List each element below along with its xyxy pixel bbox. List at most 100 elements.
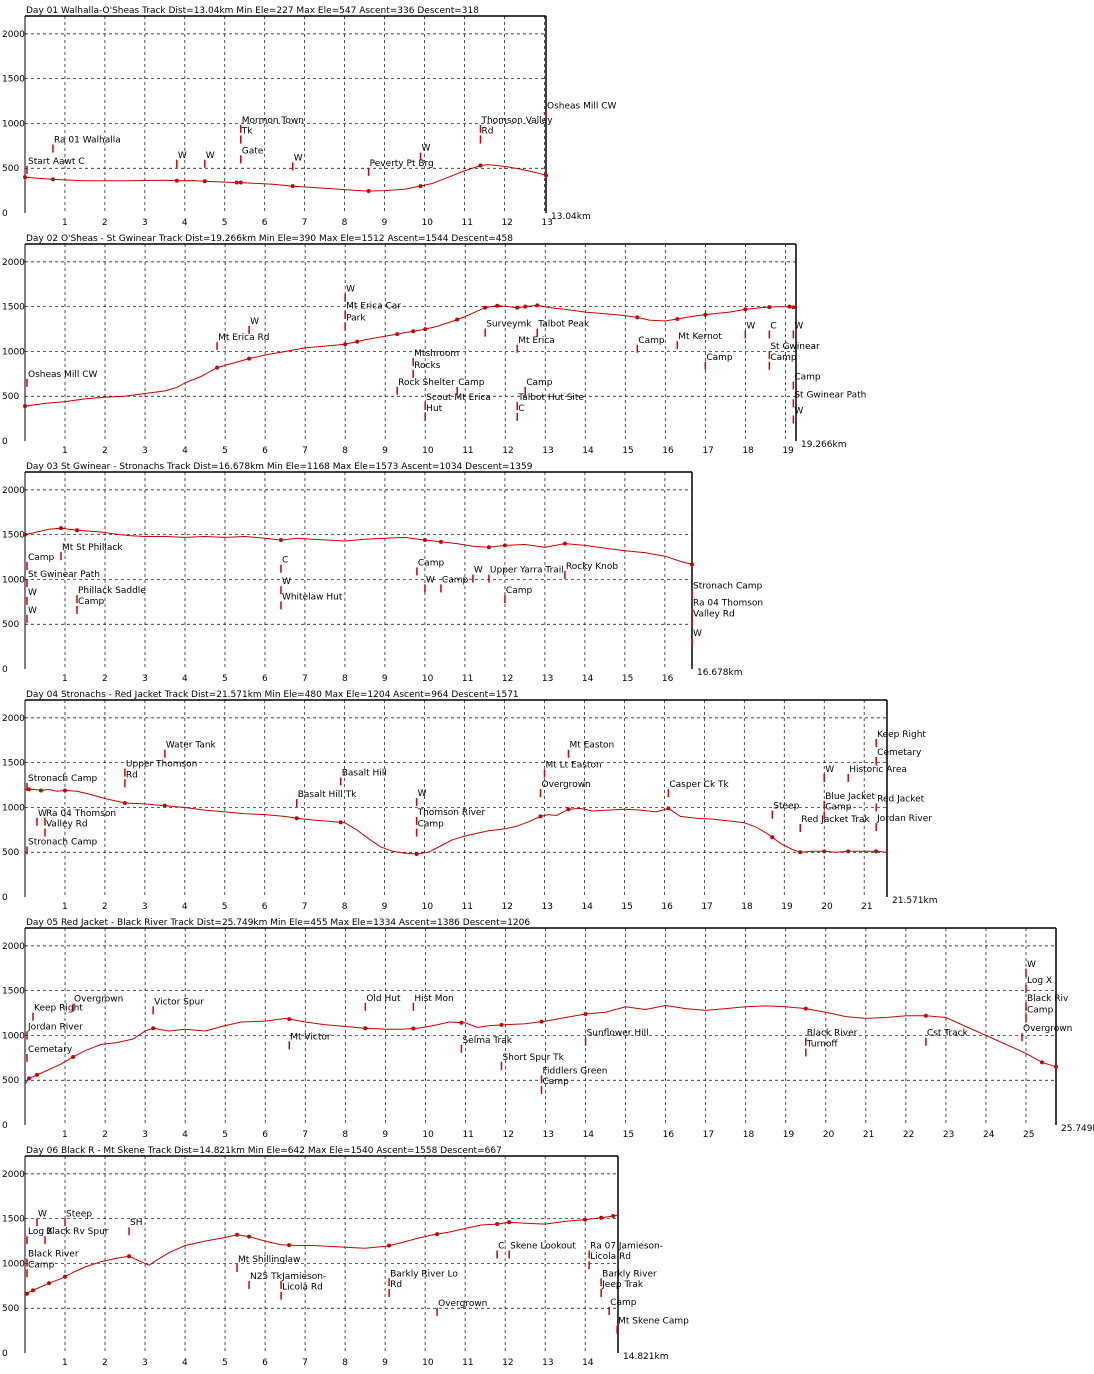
- waypoint-label: Steep: [773, 802, 799, 812]
- waypoint-dot: [287, 1017, 292, 1022]
- x-tick-label: 10: [422, 1130, 434, 1140]
- x-tick-label: 9: [382, 218, 388, 228]
- x-tick-label: 9: [382, 1358, 388, 1368]
- waypoint-label: Ra 01 Walhalla: [54, 136, 121, 146]
- x-tick-label: 18: [742, 446, 754, 456]
- x-tick-label: 17: [701, 902, 712, 912]
- waypoint-label: Overgrown: [541, 780, 590, 790]
- waypoint-label: Selma Trak: [462, 1036, 512, 1046]
- waypoint-label: Cemetary: [877, 748, 922, 758]
- waypoint-label: W: [294, 153, 303, 163]
- waypoint-label: Black River: [28, 1250, 79, 1260]
- x-tick-label: 13: [541, 902, 552, 912]
- waypoint-label: W: [38, 1209, 47, 1219]
- waypoint-label: Jordan River: [876, 814, 932, 824]
- waypoint-dot: [366, 189, 371, 194]
- x-tick-label: 11: [462, 446, 473, 456]
- waypoint-label: Camp: [794, 372, 821, 382]
- x-tick-label: 8: [342, 674, 348, 684]
- waypoint-label: Jamieson-: [281, 1272, 326, 1282]
- y-tick-label: 2000: [2, 486, 25, 496]
- x-tick-label: 3: [142, 1130, 148, 1140]
- x-tick-label: 2: [102, 1130, 108, 1140]
- waypoint-label: Cemetary: [28, 1045, 73, 1055]
- x-tick-label: 7: [302, 218, 308, 228]
- waypoint-label: Keep Right: [877, 730, 926, 740]
- x-tick-label: 5: [222, 1130, 228, 1140]
- waypoint-label: Camp: [458, 378, 485, 388]
- waypoint-dot: [507, 1220, 512, 1225]
- waypoint-dot: [599, 1215, 604, 1220]
- elevation-line: [24, 304, 797, 407]
- waypoint-label: Phillack Saddle: [78, 586, 146, 596]
- waypoint-dot: [538, 814, 543, 819]
- waypoint-label: Thomson River: [417, 808, 486, 818]
- x-tick-label: 12: [502, 902, 513, 912]
- waypoint-dot: [23, 175, 27, 180]
- elevation-line: [24, 788, 888, 855]
- waypoint-label: Park: [346, 313, 366, 323]
- x-tick-label: 11: [462, 674, 473, 684]
- y-tick-label: 2000: [2, 714, 25, 724]
- waypoint-dot: [162, 803, 167, 808]
- waypoint-dot: [238, 180, 243, 185]
- waypoint-dot: [535, 303, 540, 308]
- x-tick-label: 5: [222, 446, 228, 456]
- waypoint-label: C: [518, 404, 524, 414]
- x-tick-label: 6: [262, 674, 268, 684]
- waypoint-label: Red Jacket: [877, 794, 925, 804]
- waypoint-dot: [62, 788, 67, 793]
- waypoint-label: C: [770, 321, 776, 331]
- x-tick-label: 4: [182, 902, 188, 912]
- x-tick-label: 8: [342, 446, 348, 456]
- waypoint-label: Blue Jacket: [825, 792, 875, 802]
- x-tick-label: 9: [382, 902, 388, 912]
- waypoint-dot: [31, 1288, 36, 1293]
- x-tick-label: 8: [342, 1130, 348, 1140]
- waypoint-label: Black River: [807, 1029, 858, 1039]
- x-tick-label: 10: [422, 1358, 434, 1368]
- waypoint-dot: [635, 315, 640, 320]
- waypoint-dot: [23, 404, 27, 409]
- x-tick-label: 19: [782, 446, 794, 456]
- waypoint-label: Camp: [543, 1077, 570, 1087]
- chart-title: Day 03 St Gwinear - Stronachs Track Dist…: [26, 462, 533, 472]
- chart-title: Day 01 Walhalla-O'Sheas Track Dist=13.04…: [26, 6, 479, 16]
- x-tick-label: 7: [302, 1130, 308, 1140]
- waypoint-dot: [539, 1019, 544, 1024]
- waypoint-label: Overgrown: [74, 995, 123, 1005]
- elevation-line: [24, 527, 693, 565]
- x-tick-label: 24: [983, 1130, 995, 1140]
- waypoint-label: Rock Shelter: [398, 378, 455, 388]
- x-tick-label: 3: [142, 902, 148, 912]
- waypoint-dot: [202, 179, 207, 184]
- waypoint-label: Valley Rd: [693, 609, 735, 619]
- waypoint-dot: [666, 806, 671, 811]
- x-tick-label: 4: [182, 446, 188, 456]
- x-tick-label: 12: [502, 1358, 513, 1368]
- waypoint-label: Short Spur Tk: [502, 1053, 564, 1063]
- x-tick-label: 14: [582, 446, 594, 456]
- x-tick-label: 13: [543, 1130, 554, 1140]
- waypoint-label: SH: [130, 1218, 142, 1228]
- x-tick-label: 6: [262, 1130, 268, 1140]
- x-tick-label: 1: [62, 674, 68, 684]
- x-tick-label: 9: [382, 446, 388, 456]
- chart-title: Day 02 O'Sheas - St Gwinear Track Dist=1…: [26, 234, 513, 244]
- x-tick-label: 3: [142, 446, 148, 456]
- waypoint-dot: [583, 1011, 588, 1016]
- x-tick-label: 2: [102, 1358, 108, 1368]
- waypoint-dot: [418, 184, 423, 189]
- chart-panel-3: Day 03 St Gwinear - Stronachs Track Dist…: [2, 462, 763, 684]
- waypoint-label: Jordan River: [27, 1022, 83, 1032]
- waypoint-dot: [235, 1232, 240, 1237]
- waypoint-label: Black Riv: [1027, 994, 1069, 1004]
- waypoint-label: W: [746, 321, 755, 331]
- waypoint-label: Camp: [442, 575, 469, 585]
- waypoint-dot: [395, 332, 400, 337]
- waypoint-label: St Gwinear Path: [28, 570, 100, 580]
- waypoint-label: Jeep Trak: [601, 1280, 644, 1290]
- waypoint-dot: [787, 304, 792, 309]
- waypoint-label: W: [422, 144, 431, 154]
- x-tick-label: 18: [743, 1130, 755, 1140]
